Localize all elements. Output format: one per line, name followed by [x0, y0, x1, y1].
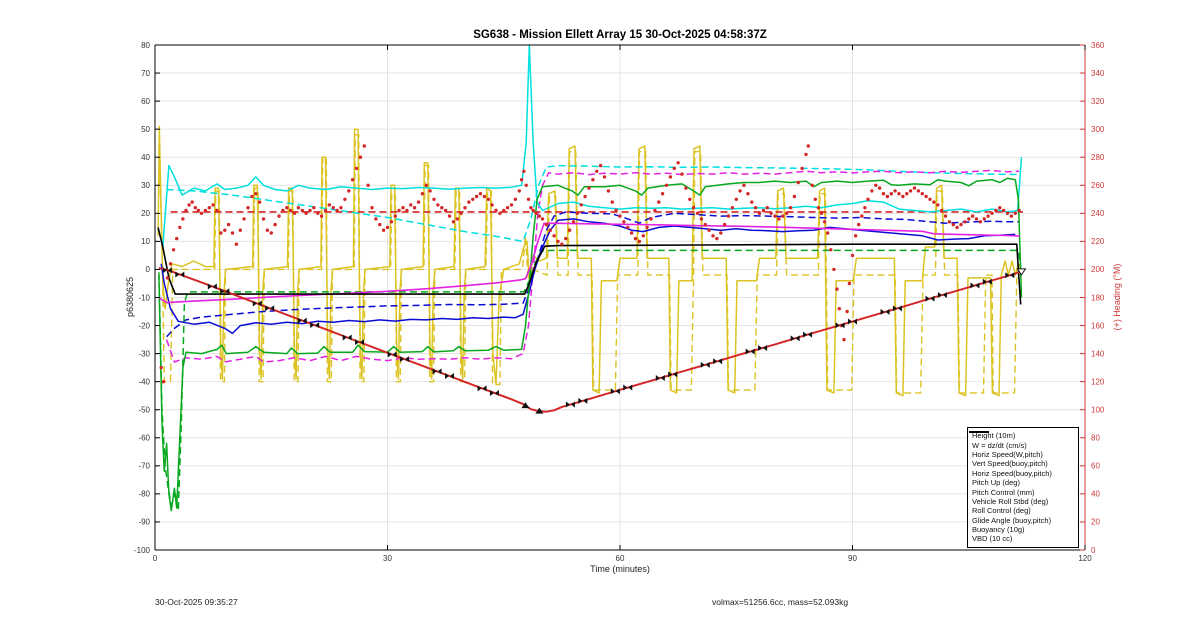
svg-text:120: 120	[1091, 377, 1105, 386]
plot-timestamp: 30-Oct-2025 09:35:27	[155, 597, 238, 607]
svg-text:340: 340	[1091, 69, 1105, 78]
series-vert-speed-buoy-pitch-	[166, 211, 1020, 338]
series-height-10m-	[158, 267, 1022, 413]
legend-label: Roll Control (deg)	[972, 506, 1031, 516]
legend-label: Glide Angle (buoy,pitch)	[972, 515, 1052, 525]
svg-text:260: 260	[1091, 181, 1105, 190]
axes: -100-90-80-70-60-50-40-30-20-10010203040…	[134, 41, 1105, 563]
y-axis-label-left: p6380625	[125, 276, 135, 318]
svg-text:-90: -90	[138, 518, 150, 527]
svg-text:90: 90	[848, 554, 857, 563]
legend-label: Vehicle Roll Stbd (deg)	[972, 496, 1049, 506]
svg-text:140: 140	[1091, 349, 1105, 358]
legend-label: Height (10m)	[972, 431, 1016, 441]
svg-text:60: 60	[1091, 462, 1100, 471]
svg-text:320: 320	[1091, 97, 1105, 106]
y-axis-label-right: (+) Heading (°M)	[1112, 263, 1122, 331]
svg-text:120: 120	[1078, 554, 1092, 563]
svg-text:-10: -10	[138, 293, 150, 302]
legend-entry: Pitch Control (mm)	[969, 431, 1074, 497]
legend-label: W = dz/dt (cm/s)	[972, 440, 1027, 450]
chart-legend: Height (10m) W = dz/dt (cm/s) Horiz Speed(…	[967, 427, 1079, 548]
svg-text:300: 300	[1091, 125, 1105, 134]
plot-stats: volmax=51256.6cc, mass=52.093kg	[712, 597, 849, 607]
series-horiz-speed-buoy-pitch-	[166, 164, 1020, 243]
legend-label: VBD (10 cc)	[972, 534, 1013, 544]
svg-text:60: 60	[141, 97, 150, 106]
svg-text:80: 80	[141, 41, 150, 50]
svg-text:20: 20	[141, 209, 150, 218]
legend-entry: Glide Angle (buoy,pitch)	[969, 431, 1074, 525]
svg-text:60: 60	[616, 554, 625, 563]
legend-entry: Horiz Speed(buoy,pitch)	[969, 431, 1074, 478]
legend-label: Vert Speed(buoy,pitch)	[972, 459, 1048, 469]
svg-text:-30: -30	[138, 349, 150, 358]
height-markers	[162, 267, 1027, 414]
x-axis-label: Time (minutes)	[590, 564, 650, 574]
series-vehicle-roll-stbd-deg-	[157, 125, 1022, 397]
series-buoyancy-10g-	[158, 222, 1020, 304]
heading-dots	[159, 144, 1021, 384]
svg-text:40: 40	[1091, 490, 1100, 499]
series-pitch-control-mm-	[158, 249, 1022, 512]
svg-text:40: 40	[141, 153, 150, 162]
legend-entry: W = dz/dt (cm/s)	[969, 431, 1074, 450]
svg-text:280: 280	[1091, 153, 1105, 162]
svg-text:30: 30	[383, 554, 392, 563]
svg-text:360: 360	[1091, 41, 1105, 50]
svg-text:-20: -20	[138, 321, 150, 330]
svg-text:-40: -40	[138, 377, 150, 386]
series-horiz-speed-w-pitch-	[162, 44, 1023, 248]
svg-text:-100: -100	[134, 546, 151, 555]
svg-text:200: 200	[1091, 265, 1105, 274]
svg-text:220: 220	[1091, 237, 1105, 246]
svg-text:0: 0	[1091, 546, 1096, 555]
legend-entry: VBD (10 cc)	[969, 431, 1074, 544]
svg-text:-70: -70	[138, 462, 150, 471]
legend-entry: Pitch Up (deg)	[969, 431, 1074, 488]
series-vbd-10-cc-	[157, 227, 1022, 305]
svg-text:50: 50	[141, 125, 150, 134]
svg-text:0: 0	[153, 554, 158, 563]
svg-text:240: 240	[1091, 209, 1105, 218]
svg-text:0: 0	[146, 265, 151, 274]
svg-text:30: 30	[141, 181, 150, 190]
svg-text:180: 180	[1091, 293, 1105, 302]
legend-swatch	[969, 431, 989, 433]
legend-entry: Horiz Speed(W,pitch)	[969, 431, 1074, 459]
series-pitch-up-deg-	[158, 177, 1023, 512]
page-title: SG638 - Mission Ellett Array 15 30-Oct-2…	[473, 29, 767, 41]
legend-entry: Roll Control (deg)	[969, 431, 1074, 516]
legend-label: Horiz Speed(W,pitch)	[972, 449, 1043, 459]
series	[157, 44, 1023, 512]
legend-label: Pitch Control (mm)	[972, 487, 1035, 497]
legend-entry: Vert Speed(buoy,pitch)	[969, 431, 1074, 469]
svg-text:-60: -60	[138, 434, 150, 443]
series-glide-angle-buoy-pitch-	[165, 169, 1020, 363]
svg-text:10: 10	[141, 237, 150, 246]
svg-text:100: 100	[1091, 406, 1105, 415]
svg-text:-50: -50	[138, 406, 150, 415]
svg-text:-80: -80	[138, 490, 150, 499]
svg-text:70: 70	[141, 69, 150, 78]
legend-label: Horiz Speed(buoy,pitch)	[972, 468, 1052, 478]
legend-entry: Vehicle Roll Stbd (deg)	[969, 431, 1074, 506]
svg-text:160: 160	[1091, 321, 1105, 330]
legend-label: Buoyancy (10g)	[972, 525, 1025, 535]
svg-text:20: 20	[1091, 518, 1100, 527]
legend-entry: Buoyancy (10g)	[969, 431, 1074, 535]
legend-label: Pitch Up (deg)	[972, 478, 1020, 488]
svg-text:80: 80	[1091, 434, 1100, 443]
